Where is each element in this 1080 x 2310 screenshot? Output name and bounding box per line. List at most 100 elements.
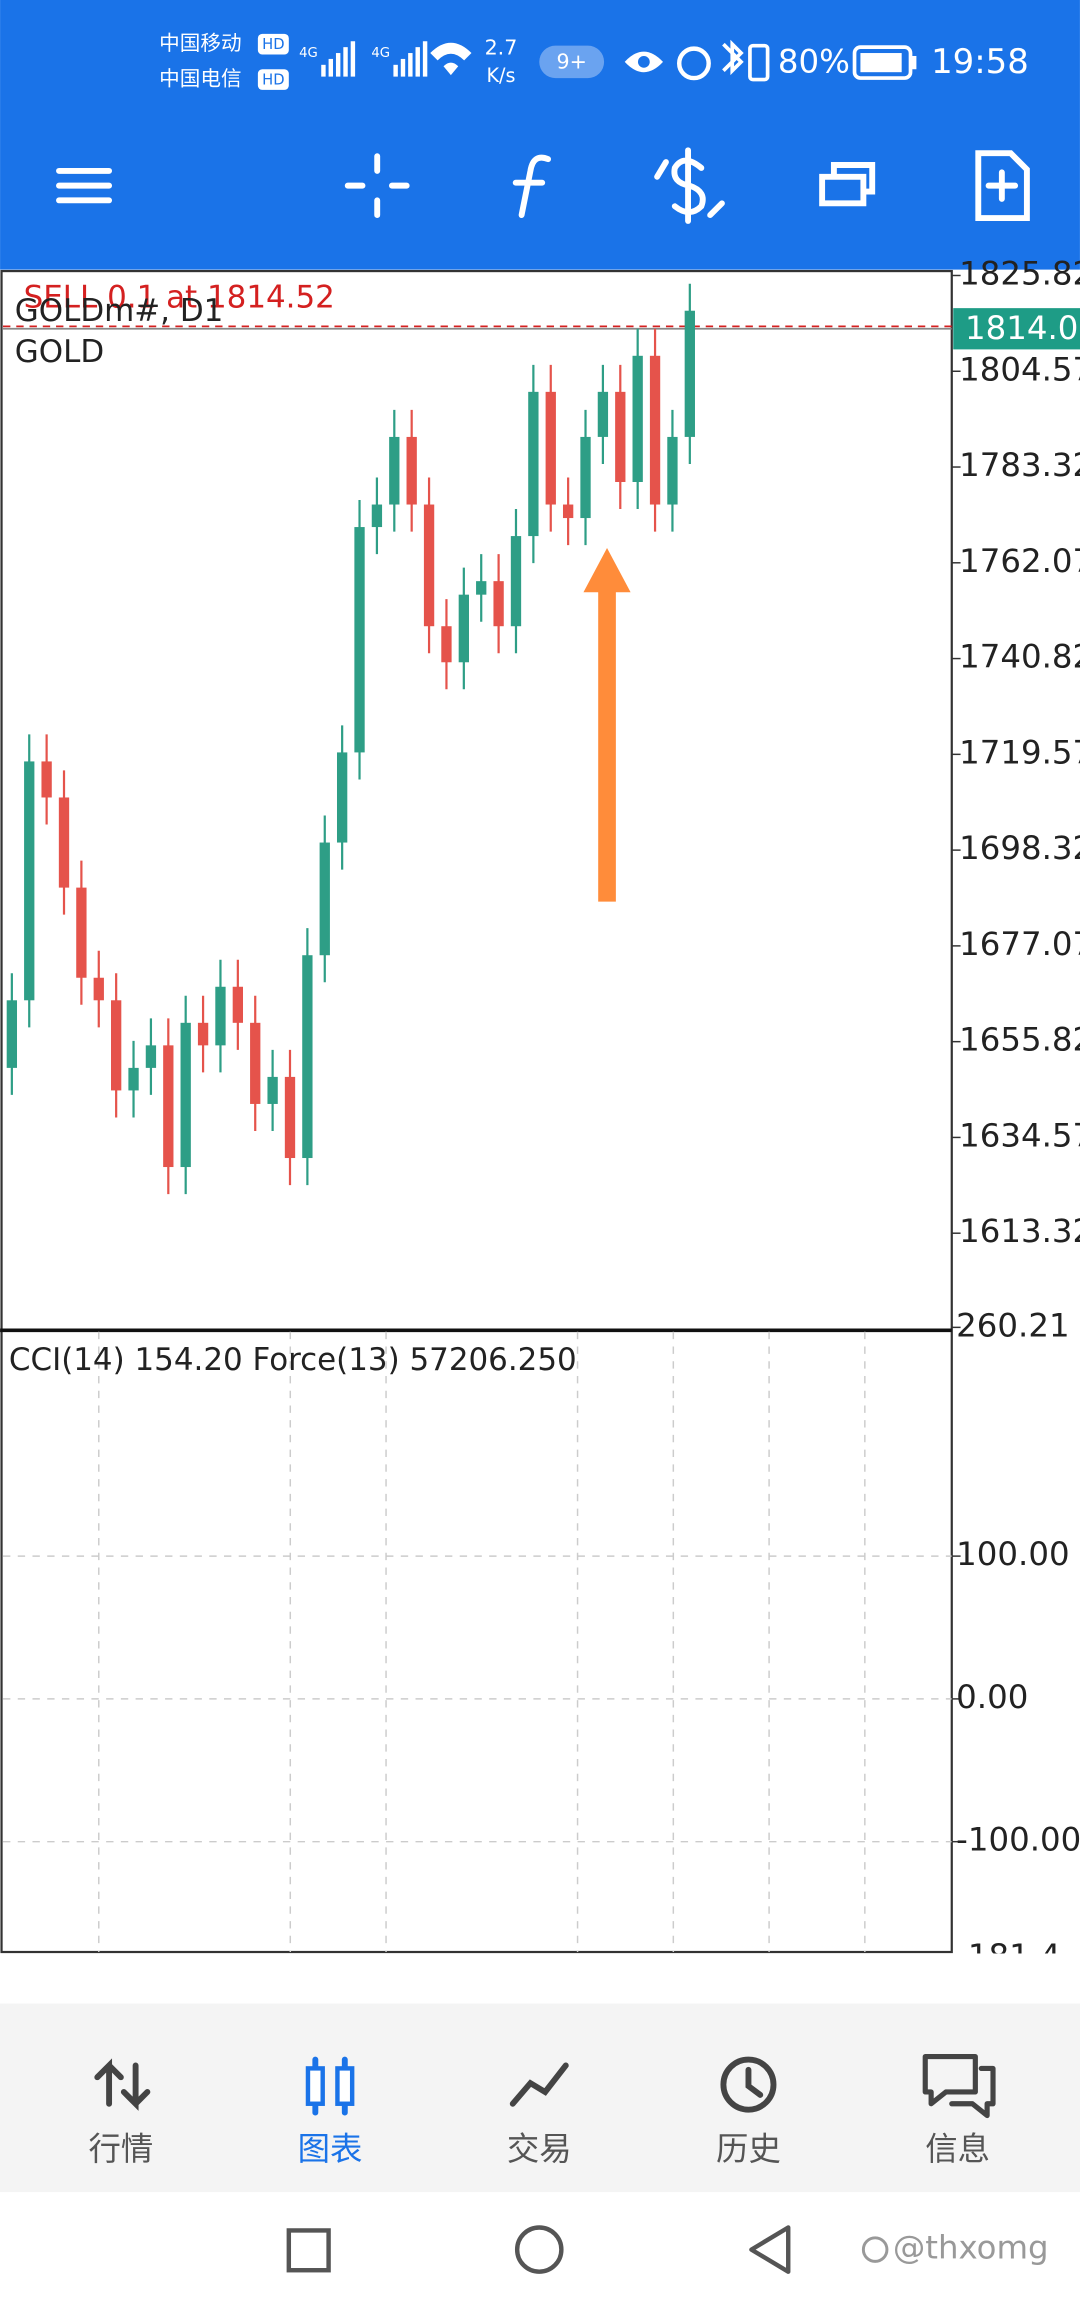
- candle-body: [580, 436, 591, 519]
- app-header: [0, 0, 1080, 270]
- watermark-logo: [861, 2236, 889, 2263]
- home-button[interactable]: [514, 2225, 564, 2274]
- candle-body: [232, 986, 243, 1023]
- candle-body: [215, 986, 226, 1046]
- y-tick-label: 1762.07: [959, 542, 1080, 580]
- crosshair-button[interactable]: [344, 153, 410, 219]
- hd-badge: [257, 33, 289, 55]
- indicators-button[interactable]: [512, 154, 552, 219]
- y-tick-label: 260.21: [956, 1306, 1069, 1344]
- annotation-arrow: [583, 548, 631, 902]
- current-price-badge: [953, 308, 1080, 350]
- network: 4G: [371, 46, 390, 61]
- y-tick-label: 1634.57: [959, 1116, 1080, 1154]
- candle-body: [58, 797, 70, 888]
- candle-body: [319, 842, 330, 956]
- y-tick-label: 1804.57: [959, 350, 1080, 388]
- carrier: 中国电信: [159, 67, 241, 91]
- symbol-label: GOLDm#, D1: [15, 293, 224, 329]
- candle-body: [111, 1000, 122, 1091]
- menu-button[interactable]: [56, 167, 113, 204]
- carrier: 中国移动: [159, 31, 241, 55]
- candle-body: [493, 581, 504, 627]
- alarm-icon: [677, 46, 711, 81]
- candle-body: [528, 391, 539, 537]
- candle-body: [684, 310, 695, 437]
- trade-button[interactable]: [654, 147, 725, 224]
- y-tick-label: 0.00: [956, 1678, 1028, 1716]
- candle-body: [667, 436, 678, 505]
- candle-body: [284, 1076, 296, 1159]
- bottom-nav: [0, 2003, 1080, 2193]
- y-tick-label: -100.00: [956, 1821, 1080, 1859]
- trade-icon[interactable]: [509, 2062, 569, 2107]
- candle-body: [649, 355, 661, 505]
- nav-icons: [94, 2054, 996, 2119]
- candle-body: [145, 1045, 157, 1068]
- candle-body: [406, 436, 417, 505]
- hd-label: HD: [262, 71, 284, 88]
- watermark: @thxomg: [893, 2229, 1049, 2267]
- candle-body: [302, 955, 313, 1159]
- nav-label[interactable]: 交易: [507, 2130, 572, 2168]
- nav-labels: 行情 图表 交易 历史 信息: [88, 2130, 990, 2168]
- candle-body: [267, 1076, 278, 1104]
- battery-percent: 80%: [778, 42, 850, 80]
- candle-body: [163, 1045, 174, 1168]
- candle-body: [441, 626, 452, 663]
- new-order-button[interactable]: [975, 150, 1030, 221]
- notification-count: 9+: [556, 50, 586, 74]
- y-tick-label: 100.00: [956, 1535, 1069, 1573]
- nav-label[interactable]: 历史: [716, 2130, 781, 2168]
- back-button[interactable]: [749, 2225, 791, 2274]
- messages-icon[interactable]: [922, 2054, 996, 2119]
- windows-button[interactable]: [819, 162, 876, 207]
- hd-badge: [257, 69, 289, 90]
- candle-body: [128, 1067, 139, 1091]
- candle-body: [615, 391, 626, 482]
- candle-body: [24, 761, 35, 1001]
- net-speed: 2.7: [485, 36, 518, 60]
- current-price-label: 1814.0: [965, 309, 1078, 347]
- y-tick-label: 1698.32: [959, 829, 1080, 867]
- candle-body: [180, 1022, 191, 1168]
- nav-label[interactable]: 图表: [298, 2130, 363, 2168]
- quotes-icon[interactable]: [94, 2058, 151, 2111]
- network: 4G: [299, 46, 318, 61]
- candle-body: [371, 504, 383, 528]
- candle-body: [545, 391, 556, 505]
- candle-body: [336, 752, 348, 843]
- bluetooth-icon: [722, 39, 744, 76]
- candle-body: [250, 1022, 261, 1104]
- candle-body: [510, 536, 522, 627]
- signal-icon: [393, 41, 428, 77]
- candle-body: [197, 1022, 209, 1046]
- vibrate-icon: [748, 43, 770, 82]
- candle-body: [354, 527, 365, 753]
- indicator-pane: [3, 1555, 952, 1843]
- history-icon[interactable]: [720, 2056, 777, 2113]
- system-nav: [0, 2192, 1080, 2310]
- symbol-description: GOLD: [15, 334, 104, 370]
- nav-label[interactable]: 信息: [925, 2130, 990, 2168]
- candle-body: [562, 504, 574, 519]
- candle-body: [76, 887, 87, 978]
- chart-frame: [0, 269, 953, 1954]
- recents-button[interactable]: [286, 2228, 331, 2273]
- y-tick-label: 1613.32: [959, 1212, 1080, 1250]
- battery-icon: [852, 45, 913, 80]
- candle-body: [6, 1000, 18, 1068]
- candle-body: [389, 436, 400, 505]
- nav-label[interactable]: 行情: [88, 2130, 153, 2168]
- net-speed-unit: K/s: [486, 64, 515, 87]
- y-tick-label: 1719.57: [959, 733, 1080, 771]
- price-pane: [3, 283, 952, 1195]
- candle-body: [458, 594, 469, 663]
- date-axis: [0, 1953, 1080, 2004]
- y-tick-label: 1740.82: [959, 638, 1080, 676]
- candle-body: [597, 391, 609, 437]
- candle-body: [476, 581, 487, 595]
- candle-body: [93, 977, 104, 1001]
- notification-pill: [539, 45, 605, 79]
